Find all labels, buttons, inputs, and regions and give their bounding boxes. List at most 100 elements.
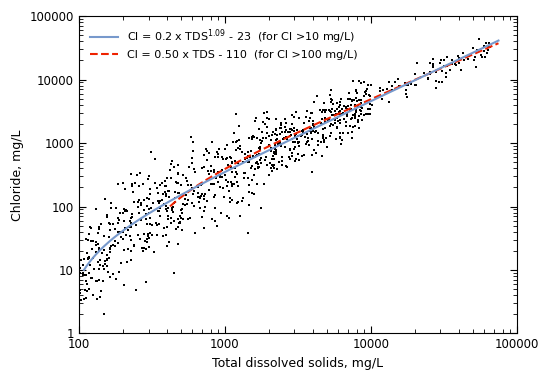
Point bbox=[218, 154, 227, 160]
Point bbox=[342, 119, 350, 125]
Point bbox=[137, 217, 146, 223]
Point bbox=[201, 146, 210, 152]
Point bbox=[232, 147, 240, 154]
Point bbox=[443, 54, 452, 60]
Point bbox=[232, 171, 241, 177]
Point bbox=[323, 117, 332, 123]
Point bbox=[228, 159, 236, 165]
Point bbox=[216, 174, 225, 180]
Point bbox=[244, 135, 253, 141]
Point bbox=[93, 278, 102, 284]
Point bbox=[277, 158, 286, 164]
Point bbox=[222, 142, 231, 148]
Point bbox=[342, 104, 350, 110]
Point bbox=[271, 146, 280, 152]
Point bbox=[162, 243, 171, 249]
Point bbox=[264, 172, 273, 178]
Point bbox=[312, 150, 321, 156]
Point bbox=[183, 197, 192, 203]
Point bbox=[262, 154, 271, 160]
Point bbox=[189, 139, 198, 146]
Cl = 0.2 x TDS$^{1.09}$ - 23  (for Cl >10 mg/L) bbox=[491, 40, 497, 45]
Cl = 0.2 x TDS$^{1.09}$ - 23  (for Cl >10 mg/L) bbox=[126, 224, 133, 229]
Point bbox=[134, 197, 143, 203]
Point bbox=[245, 202, 254, 208]
Point bbox=[291, 158, 300, 164]
Point bbox=[95, 277, 103, 283]
Point bbox=[303, 134, 312, 141]
Point bbox=[174, 179, 183, 186]
Point bbox=[227, 163, 235, 170]
Point bbox=[288, 127, 297, 133]
Point bbox=[120, 186, 129, 192]
Point bbox=[315, 107, 324, 113]
Point bbox=[335, 134, 344, 140]
Point bbox=[134, 204, 142, 210]
Point bbox=[110, 226, 119, 232]
Point bbox=[348, 115, 357, 121]
Point bbox=[402, 82, 411, 88]
Point bbox=[254, 164, 263, 170]
Point bbox=[256, 146, 265, 152]
Point bbox=[133, 232, 142, 238]
Point bbox=[201, 204, 210, 210]
Point bbox=[235, 146, 244, 152]
Point bbox=[145, 205, 153, 211]
Point bbox=[107, 243, 116, 249]
Point bbox=[162, 206, 170, 212]
Point bbox=[258, 129, 267, 135]
Point bbox=[316, 139, 325, 145]
Point bbox=[361, 89, 370, 95]
Point bbox=[82, 278, 91, 284]
Point bbox=[116, 210, 124, 216]
Point bbox=[296, 131, 305, 138]
Point bbox=[250, 134, 258, 140]
Point bbox=[98, 263, 107, 269]
Point bbox=[303, 131, 312, 138]
Point bbox=[135, 183, 144, 189]
Point bbox=[378, 96, 387, 102]
Point bbox=[204, 168, 212, 174]
Point bbox=[128, 183, 137, 189]
Point bbox=[200, 208, 208, 214]
Point bbox=[209, 194, 218, 200]
Point bbox=[229, 139, 238, 145]
Point bbox=[112, 275, 121, 282]
Point bbox=[212, 174, 221, 181]
Point bbox=[96, 258, 104, 264]
Point bbox=[228, 181, 236, 187]
Point bbox=[142, 221, 151, 227]
Point bbox=[375, 85, 384, 91]
Point bbox=[401, 80, 410, 86]
Point bbox=[337, 96, 345, 102]
Point bbox=[164, 213, 173, 219]
Point bbox=[311, 128, 320, 134]
Point bbox=[120, 226, 129, 232]
Point bbox=[360, 112, 368, 118]
Point bbox=[452, 62, 461, 68]
Point bbox=[471, 54, 480, 60]
Point bbox=[141, 279, 150, 285]
Point bbox=[309, 128, 318, 134]
Point bbox=[102, 213, 111, 219]
Point bbox=[260, 110, 268, 116]
Point bbox=[350, 97, 359, 103]
Point bbox=[270, 157, 278, 163]
Point bbox=[352, 90, 361, 96]
Point bbox=[174, 190, 183, 196]
Point bbox=[107, 200, 116, 206]
Point bbox=[318, 107, 327, 113]
Point bbox=[202, 148, 211, 154]
Point bbox=[283, 136, 292, 142]
Point bbox=[120, 206, 129, 212]
Point bbox=[167, 175, 175, 181]
Point bbox=[280, 144, 289, 150]
Point bbox=[131, 287, 140, 293]
Cl = 0.2 x TDS$^{1.09}$ - 23  (for Cl >10 mg/L) bbox=[495, 38, 502, 43]
Point bbox=[305, 128, 314, 134]
Point bbox=[351, 110, 360, 117]
Point bbox=[310, 147, 318, 153]
Point bbox=[294, 115, 303, 121]
Point bbox=[148, 200, 157, 206]
Point bbox=[265, 160, 274, 166]
